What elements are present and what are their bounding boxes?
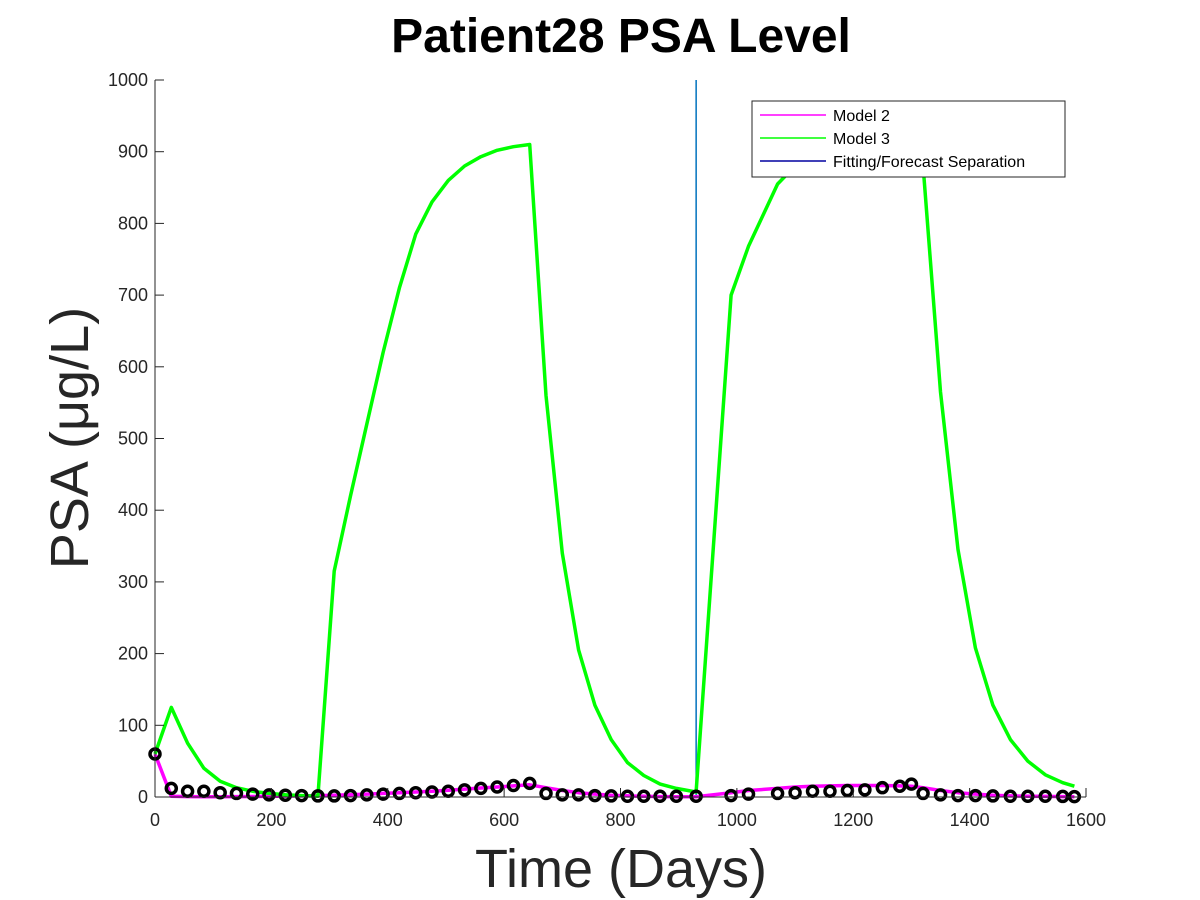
observation-point (916, 786, 930, 801)
y-tick-label: 400 (118, 500, 148, 520)
y-tick-label: 300 (118, 572, 148, 592)
legend-label: Model 2 (833, 108, 890, 125)
observation-point (986, 789, 1000, 803)
observation-point (1038, 789, 1053, 804)
observation-point (823, 784, 837, 799)
observation-point (904, 777, 919, 791)
observation-point (805, 784, 820, 799)
observation-point (539, 786, 553, 801)
y-tick-label: 800 (118, 213, 148, 233)
observation-point (522, 776, 537, 791)
observation-point (197, 784, 211, 799)
x-tick-label: 1600 (1066, 810, 1106, 830)
observation-point (246, 787, 260, 801)
legend: Model 2 Model 3 Fitting/Forecast Separatio… (751, 100, 1066, 178)
observation-point (840, 783, 855, 798)
observation-point (294, 788, 309, 803)
observation-point (669, 789, 684, 804)
x-tick-label: 800 (605, 810, 635, 830)
observation-point (213, 785, 227, 800)
legend-entry-model-2: Model 2 (760, 108, 890, 125)
x-tick-label: 200 (256, 810, 286, 830)
observation-point (653, 789, 667, 804)
observation-point (262, 788, 276, 802)
observation-point (311, 789, 325, 803)
observation-point (724, 788, 738, 803)
legend-entry-model-3: Model 3 (760, 131, 890, 148)
legend-entry-separation: Fitting/Forecast Separation (760, 154, 1025, 171)
y-tick-label: 500 (118, 429, 148, 449)
x-tick-label: 1200 (833, 810, 873, 830)
observation-point (555, 788, 570, 802)
legend-label: Fitting/Forecast Separation (833, 154, 1025, 171)
y-axis: 0 100 200 300 400 500 600 700 800 900 1000 (108, 70, 164, 807)
y-tick-label: 600 (118, 357, 148, 377)
x-tick-label: 400 (373, 810, 403, 830)
observation-point (408, 785, 423, 800)
observation-point (858, 783, 872, 797)
observation-point (1003, 789, 1018, 804)
observation-point (490, 780, 504, 794)
observation-point (588, 788, 602, 803)
observation-point (968, 788, 983, 803)
y-tick-label: 1000 (108, 70, 148, 90)
observation-point (637, 789, 651, 804)
observation-point (741, 787, 756, 801)
y-axis-label: PSA (μg/L) (40, 307, 100, 569)
chart-title: Patient28 PSA Level (391, 10, 851, 63)
observation-point (506, 778, 521, 793)
observation-point (875, 780, 890, 795)
observation-point (360, 788, 374, 802)
y-tick-label: 0 (138, 787, 148, 807)
legend-label: Model 3 (833, 131, 890, 148)
x-tick-label: 600 (489, 810, 519, 830)
y-tick-label: 100 (118, 715, 148, 735)
y-tick-label: 900 (118, 142, 148, 162)
observation-point (180, 784, 195, 799)
x-tick-label: 0 (150, 810, 160, 830)
observation-point (441, 784, 456, 799)
observation-point (278, 788, 293, 802)
observation-point (571, 788, 586, 802)
x-axis: 0 200 400 600 800 1000 1200 1400 1600 (150, 788, 1106, 830)
observation-point (951, 788, 965, 803)
x-tick-label: 1000 (717, 810, 757, 830)
y-tick-label: 700 (118, 285, 148, 305)
observation-point (327, 789, 341, 803)
observation-point (689, 789, 703, 804)
legend-box (751, 100, 1066, 178)
observation-point (474, 781, 488, 796)
observation-point (604, 789, 618, 803)
observation-point (788, 785, 802, 800)
observation-point (770, 786, 785, 801)
x-axis-label: Time (Days) (475, 839, 767, 899)
observation-point (392, 786, 407, 801)
observation-point (457, 783, 472, 797)
observation-point (893, 779, 907, 793)
observation-point (933, 788, 948, 802)
observation-point (164, 781, 179, 796)
observation-point (229, 786, 244, 801)
observation-point (343, 788, 358, 803)
y-tick-label: 200 (118, 644, 148, 664)
observation-point (620, 789, 635, 804)
observation-point (1021, 789, 1035, 804)
x-tick-label: 1400 (950, 810, 990, 830)
